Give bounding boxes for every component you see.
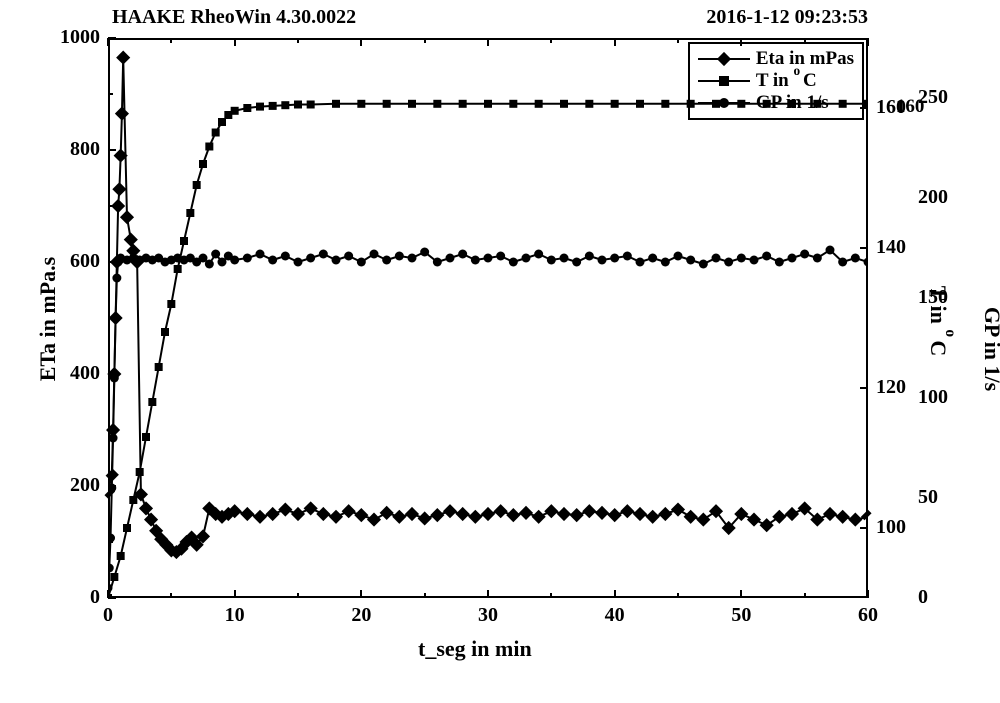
y-right2-axis-label: GP in 1/s (979, 289, 1000, 409)
y-right2-tick-label: 200 (918, 186, 948, 209)
y-right2-tick-label: 0 (918, 586, 928, 609)
software-title: HAAKE RheoWin 4.30.0022 (112, 6, 356, 29)
legend: Eta in mPasT in oCGP in 1/s (688, 42, 864, 120)
y-right2-tick-label: 50 (918, 486, 938, 509)
x-tick-label: 30 (468, 604, 508, 627)
y-right2-tick-label: 100 (918, 386, 948, 409)
x-axis-label: t_seg in min (418, 636, 532, 662)
y-left-tick-label: 200 (38, 474, 100, 497)
legend-entry: T in oC (698, 70, 854, 92)
y-left-tick-label: 1000 (38, 26, 100, 49)
legend-entry: GP in 1/s (698, 92, 854, 114)
annotation: 160 (896, 96, 925, 118)
x-tick-label: 60 (848, 604, 888, 627)
chart-container: HAAKE RheoWin 4.30.0022 2016-1-12 09:23:… (0, 0, 1000, 703)
legend-entry: Eta in mPas (698, 48, 854, 70)
y-right1-tick-label: 140 (876, 236, 906, 259)
y-right1-tick-label: 120 (876, 376, 906, 399)
y-left-tick-label: 800 (38, 138, 100, 161)
x-tick-label: 50 (721, 604, 761, 627)
timestamp: 2016-1-12 09:23:53 (706, 6, 868, 29)
x-tick-label: 10 (215, 604, 255, 627)
y-left-tick-label: 600 (38, 250, 100, 273)
y-right1-tick-label: 100 (876, 516, 906, 539)
y-right2-tick-label: 150 (918, 286, 948, 309)
plot-area (108, 38, 868, 598)
y-left-tick-label: 400 (38, 362, 100, 385)
y-left-tick-label: 0 (38, 586, 100, 609)
x-tick-label: 20 (341, 604, 381, 627)
x-tick-label: 40 (595, 604, 635, 627)
